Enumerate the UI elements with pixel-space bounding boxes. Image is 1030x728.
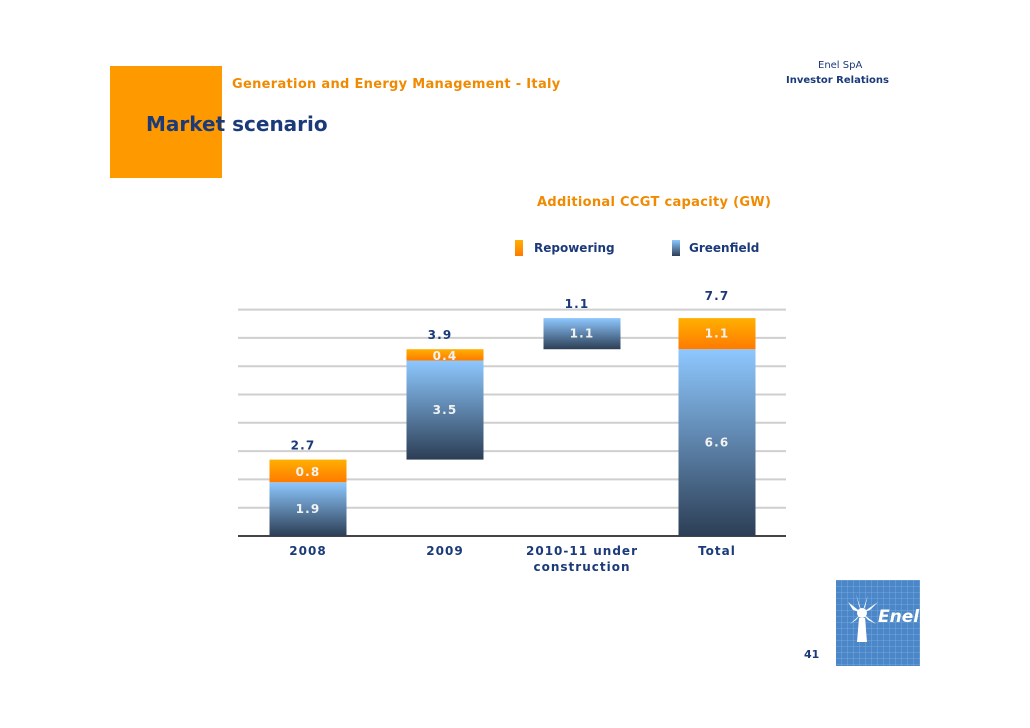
x-tick-label: 2010-11 under [526, 544, 638, 558]
section-title: Generation and Energy Management - Italy [232, 77, 561, 92]
legend-swatch-repowering [515, 240, 523, 256]
bars [269, 318, 756, 536]
label-greenfield: 3.5 [433, 403, 458, 417]
x-tick-label: 2008 [289, 544, 326, 558]
x-tick-label: Total [698, 544, 736, 558]
x-tick-label: 2009 [426, 544, 463, 558]
label-total: 2.7 [291, 439, 316, 453]
label-total: 3.9 [428, 328, 453, 342]
legend: Repowering Greenfield [515, 240, 759, 256]
data-labels: 0.8 1.9 2.7 0.4 3.5 3.9 1.1 1.1 1.1 6.6 7.7 [291, 289, 730, 516]
label-grand-total: 7.7 [705, 289, 730, 303]
label-repowering: 0.4 [433, 349, 458, 363]
legend-label-repowering: Repowering [534, 241, 615, 255]
label-greenfield: 1.1 [570, 327, 595, 341]
logo-wordmark: Enel [878, 607, 920, 627]
bar-repowering [406, 349, 484, 361]
x-tick-label: construction [534, 560, 631, 574]
bar-total-repowering [678, 318, 756, 350]
page-number: 41 [804, 648, 820, 661]
page-title: Market scenario [146, 112, 328, 136]
bar-greenfield [406, 360, 484, 460]
chart-title: Additional CCGT capacity (GW) [537, 195, 771, 210]
department-name: Investor Relations [786, 75, 889, 86]
label-total: 1.1 [565, 297, 590, 311]
bar-greenfield [543, 318, 621, 350]
bar-greenfield [269, 482, 347, 536]
enel-logo: Enel [836, 580, 920, 666]
bar-repowering [269, 459, 347, 483]
label-repowering: 0.8 [296, 465, 321, 479]
x-axis-labels: 2008 2009 2010-11 under construction Total [289, 544, 736, 574]
company-name: Enel SpA [818, 60, 863, 71]
bar-total-greenfield [678, 349, 756, 536]
label-total-greenfield: 6.6 [705, 436, 730, 450]
legend-label-greenfield: Greenfield [689, 241, 759, 255]
label-total-repowering: 1.1 [705, 327, 730, 341]
legend-swatch-greenfield [672, 240, 680, 256]
label-greenfield: 1.9 [296, 502, 321, 516]
header-accent-block [110, 66, 222, 178]
